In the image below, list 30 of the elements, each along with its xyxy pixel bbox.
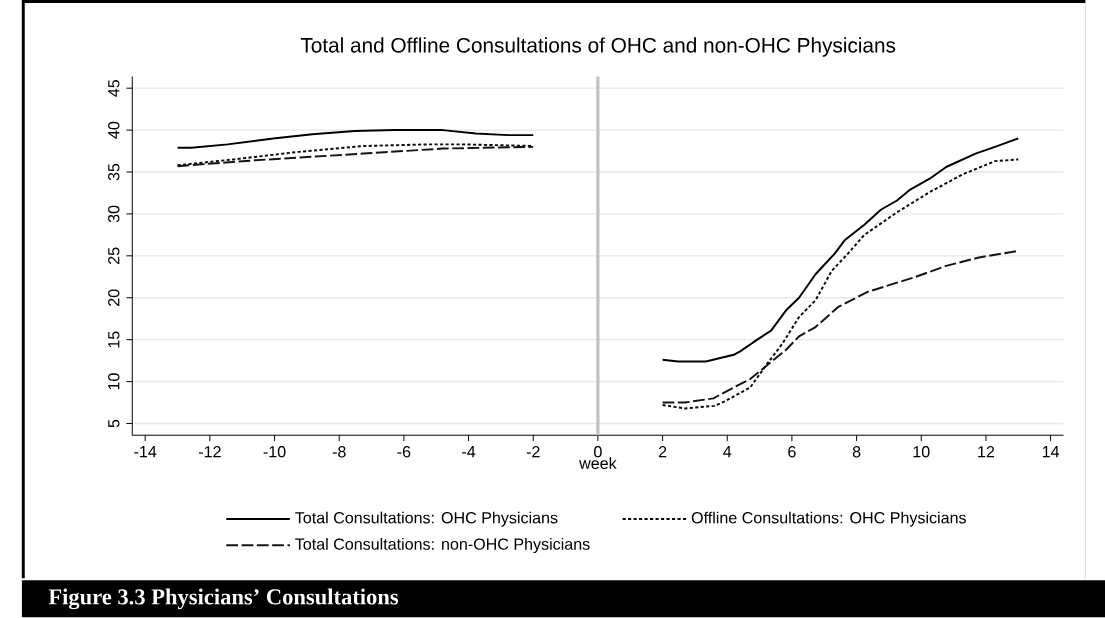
- y-tick-label: 25: [108, 247, 120, 265]
- chart-title: Total and Offline Consultations of OHC and non-OHC Physicians: [300, 37, 896, 57]
- x-tick-label: 10: [913, 446, 930, 458]
- y-tick-label: 30: [108, 205, 120, 223]
- legend-label: Total Consultations: OHC Physicians: [295, 511, 558, 527]
- x-tick-label: 0: [594, 446, 602, 458]
- x-tick-label: -4: [462, 446, 476, 458]
- y-tick-label: 5: [108, 419, 120, 428]
- x-tick-label: -8: [332, 446, 346, 458]
- x-tick-label: -14: [134, 446, 157, 458]
- legend-label: Total Consultations: non-OHC Physicians: [295, 538, 590, 554]
- x-tick-label: 14: [1042, 446, 1060, 458]
- legend-label: Offline Consultations: OHC Physicians: [691, 511, 966, 527]
- y-tick-label: 45: [108, 80, 120, 97]
- y-tick-label: 40: [108, 122, 120, 139]
- y-tick-label: 35: [108, 163, 120, 181]
- x-axis-title: week: [579, 457, 617, 470]
- x-tick-label: -12: [198, 446, 221, 458]
- x-tick-label: -2: [526, 446, 540, 458]
- x-tick-label: 6: [788, 446, 796, 458]
- x-tick-label: -10: [263, 446, 286, 458]
- x-tick-label: 2: [658, 446, 667, 458]
- x-tick-label: 12: [978, 446, 995, 458]
- x-tick-label: -6: [397, 446, 411, 458]
- y-tick-label: 15: [108, 331, 120, 348]
- caption: Figure 3.3 Physicians’ Consultations: [48, 588, 399, 610]
- x-tick-label: 4: [723, 446, 732, 458]
- y-tick-label: 10: [108, 373, 120, 390]
- x-tick-label: 8: [852, 446, 861, 458]
- y-tick-label: 20: [108, 289, 120, 307]
